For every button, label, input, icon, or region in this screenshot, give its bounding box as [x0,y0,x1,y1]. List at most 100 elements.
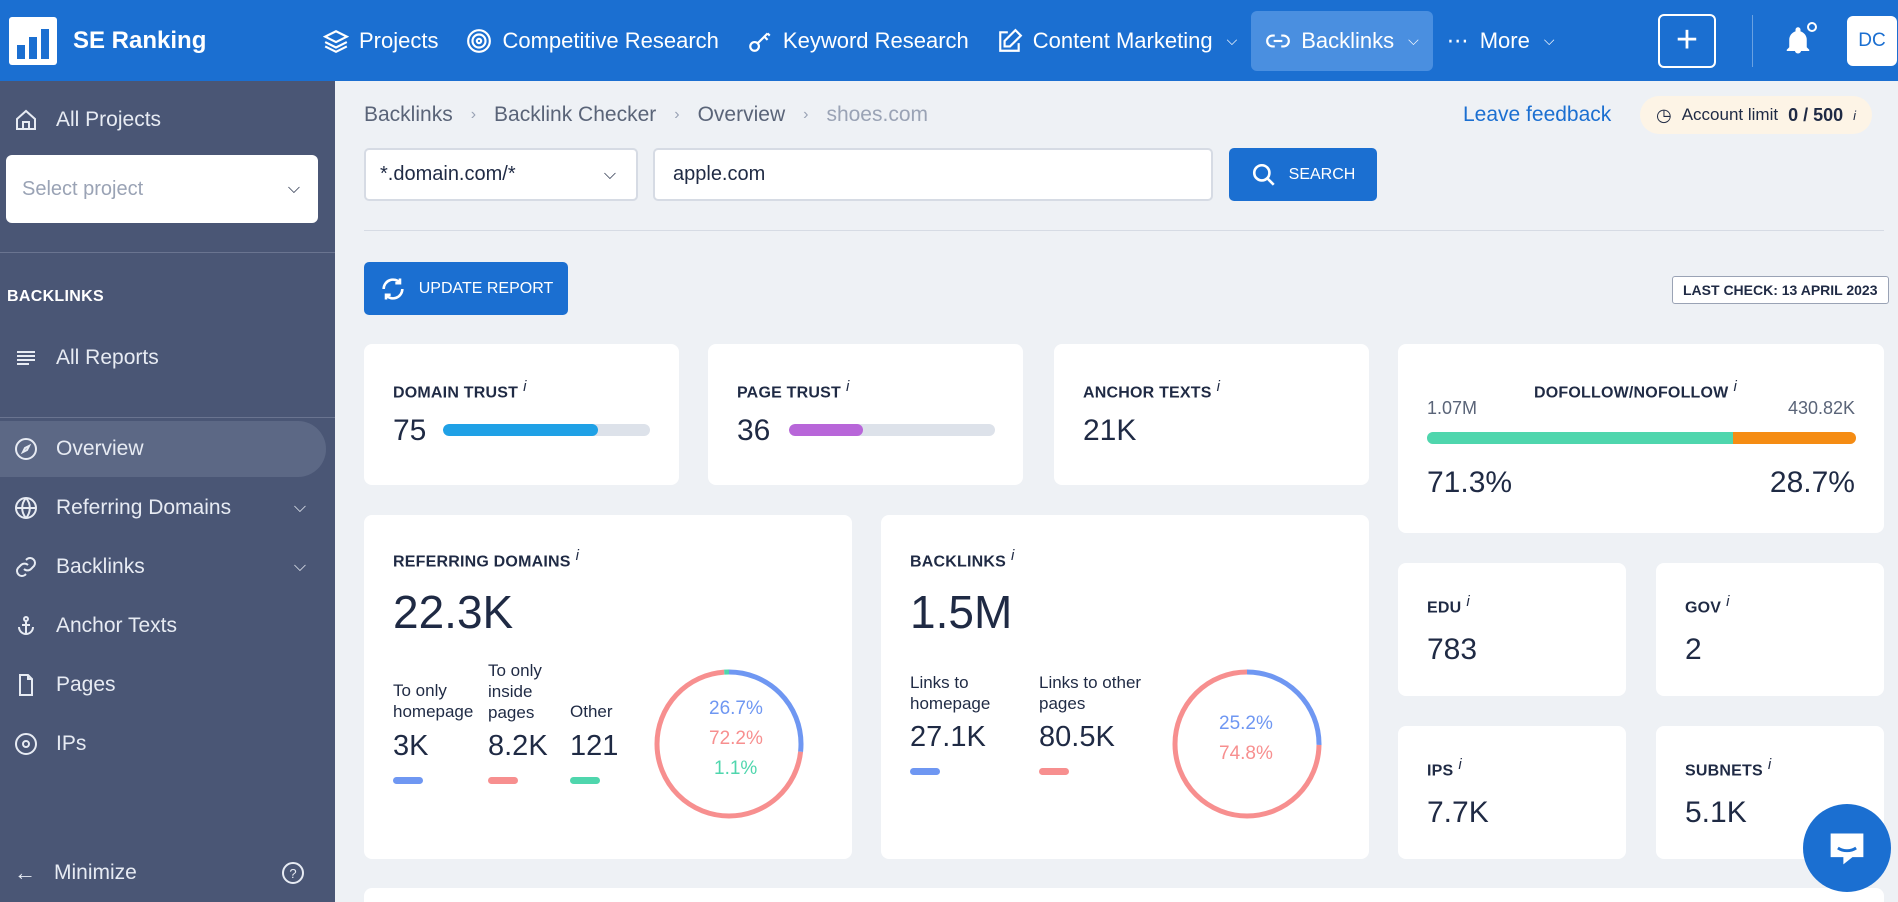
sidebar-item-label: Overview [56,437,144,460]
nav-more[interactable]: ⋯ More ⌵ [1433,11,1569,71]
update-report-button[interactable]: UPDATE REPORT [364,262,568,315]
sidebar-item-label: Referring Domains [56,496,232,519]
bl-donut-segment-1 [1172,669,1322,819]
divider [0,417,335,418]
chevron-down-icon: ⌵ [1543,32,1555,48]
edu-card: EDU i 783 [1398,563,1626,696]
breadcrumb-item[interactable]: Backlink Checker [494,103,657,126]
app-logo[interactable]: SE Ranking [9,16,309,65]
chevron-right-icon: › [674,106,680,123]
breadcrumb-item[interactable]: Backlinks [364,103,453,126]
sidebar-item-all-reports[interactable]: All Reports [0,330,326,386]
add-button[interactable]: + [1658,13,1716,68]
nav-projects[interactable]: Projects [309,11,452,71]
backlinks-card: BACKLINKS i 1.5M Links to homepage 27.1K … [881,515,1369,859]
chevron-down-icon: ⌵ [293,499,306,516]
info-icon[interactable]: i [1726,593,1730,610]
info-icon[interactable]: i [523,378,527,395]
bl-label-homepage: Links to homepage [910,673,991,713]
rd-label-other: Other [570,702,613,721]
avatar[interactable]: DC [1847,15,1897,66]
rd-pct-inside: 72.2% [709,728,763,749]
globe-icon [15,497,37,519]
page-trust-value: 36 [737,414,771,447]
sidebar-minimize[interactable]: ← Minimize ? [0,845,326,901]
chevron-right-icon: › [803,106,809,123]
sidebar-item-overview[interactable]: Overview [0,421,326,477]
info-icon[interactable]: i [575,547,580,564]
bl-label-other: Links to other pages [1039,673,1142,713]
breadcrumb: Backlinks › Backlink Checker › Overview … [364,103,928,127]
sidebar-item-backlinks[interactable]: Backlinks ⌵ [0,539,326,595]
nav-keyword-research[interactable]: Keyword Research [733,11,983,71]
search-button[interactable]: SEARCH [1229,148,1377,201]
sidebar-item-anchor-texts[interactable]: Anchor Texts [0,598,326,654]
info-icon[interactable]: i [1767,756,1772,773]
dofollow-nofollow-card: DOFOLLOW/NOFOLLOW i 1.07M 430.82K 71.3% 2… [1398,344,1884,533]
nofollow-percent: 28.7% [1769,466,1855,499]
info-icon[interactable]: i [1466,593,1470,610]
info-icon[interactable]: i [1216,378,1221,395]
nav-projects-label: Projects [359,27,439,53]
rd-label-homepage: To only homepage [393,681,474,721]
layers-icon [323,29,349,53]
bl-pct-homepage: 25.2% [1219,713,1273,734]
sidebar-item-all-projects[interactable]: All Projects [0,92,326,148]
edu-value: 783 [1427,633,1478,666]
link-icon [16,557,36,577]
sidebar-item-label: All Projects [56,108,162,131]
sidebar-item-referring-domains[interactable]: Referring Domains ⌵ [0,480,326,536]
target-icon [467,28,492,53]
notifications-button[interactable] [1783,21,1817,56]
card-title: BACKLINKS i [910,547,1015,571]
page-trust-card: PAGE TRUST i 36 [708,344,1023,485]
dofollow-bar [1427,432,1856,444]
notification-dot [1807,21,1817,32]
info-icon[interactable]: i [1853,107,1857,123]
leave-feedback-link[interactable]: Leave feedback [1463,103,1612,126]
sidebar-item-label: IPs [56,732,87,755]
sidebar-item-label: Anchor Texts [56,614,178,637]
rd-value-homepage: 3K [393,730,429,762]
domain-trust-bar [443,424,650,436]
domain-mode-value: *.domain.com/* [380,163,516,185]
card-title: REFERRING DOMAINS i [393,547,580,571]
info-icon[interactable]: i [1458,756,1462,773]
nav-backlinks-label: Backlinks [1301,27,1395,53]
info-icon[interactable]: i [1011,547,1015,564]
help-icon[interactable]: ? [282,862,304,884]
arrow-left-icon: ← [14,860,36,885]
account-limit-label: Account limit [1681,105,1779,124]
nav-content-marketing[interactable]: Content Marketing ⌵ [983,11,1251,71]
nav-more-label: More [1479,27,1530,53]
card-title: DOFOLLOW/NOFOLLOW i [1534,378,1738,402]
divider [0,252,335,253]
main-nav: Projects Competitive Research Keyword Re… [309,0,1568,81]
select-project-dropdown[interactable]: Select project ⌵ [6,155,318,223]
card-title: DOMAIN TRUST i [393,378,527,402]
rd-legend-homepage [393,777,423,784]
chat-button[interactable] [1803,804,1891,892]
search-input[interactable] [653,148,1213,201]
gov-value: 2 [1685,633,1702,666]
gauge-icon: ◷ [1656,104,1672,125]
domain-mode-select[interactable]: *.domain.com/* ⌵ [364,148,638,201]
sidebar-item-label: All Reports [56,346,159,369]
rd-legend-other [570,777,600,784]
info-icon[interactable]: i [1733,378,1738,395]
sidebar-item-ips[interactable]: IPs [0,716,326,772]
dofollow-count: 1.07M [1427,398,1478,418]
key-icon [749,32,771,52]
rd-value-inside: 8.2K [488,730,548,762]
card-title: SUBNETS i [1685,756,1772,780]
info-icon[interactable]: i [845,378,850,395]
page-trust-bar-fill [789,424,864,436]
nav-backlinks[interactable]: Backlinks ⌵ [1251,10,1433,71]
nav-competitive-research[interactable]: Competitive Research [452,11,732,71]
breadcrumb-item[interactable]: Overview [697,103,786,126]
sidebar-item-pages[interactable]: Pages [0,657,326,713]
top-right-actions: + DC [1658,0,1898,81]
chevron-down-icon: ⌵ [287,180,300,197]
section-heading: BACKLINKS [7,288,104,305]
sidebar-item-label: Backlinks [56,555,145,578]
